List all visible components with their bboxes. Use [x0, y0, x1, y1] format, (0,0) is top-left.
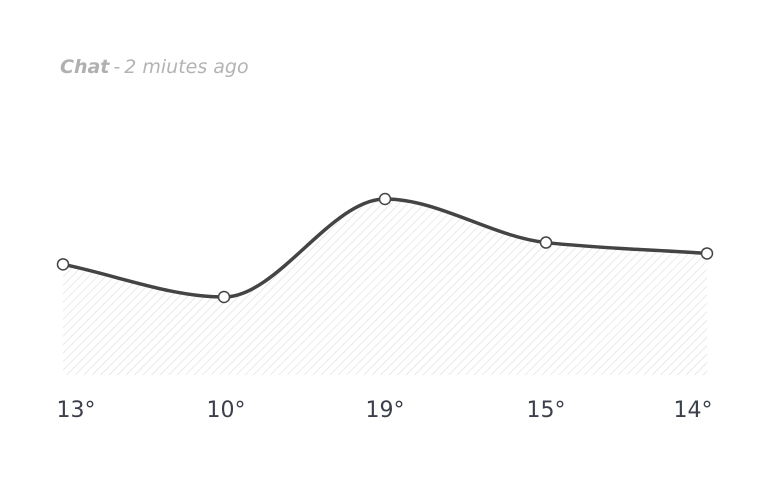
x-tick-labels: 13° 10° 19° 15° 14° — [57, 398, 713, 423]
x-tick-label-0: 13° — [57, 398, 96, 423]
app-name: Chat — [60, 56, 110, 78]
x-tick-label-4: 14° — [674, 398, 713, 423]
data-point-3 — [539, 236, 553, 249]
chart-header: Chat -2 miutes ago — [60, 56, 249, 78]
timestamp: 2 miutes ago — [124, 56, 249, 78]
data-point-0 — [56, 258, 70, 271]
data-point-1 — [217, 290, 231, 304]
data-points-layer — [56, 192, 714, 304]
header-separator: - — [113, 56, 121, 78]
x-tick-label-3: 15° — [527, 398, 566, 423]
x-tick-label-2: 19° — [366, 398, 405, 423]
data-point-2 — [378, 192, 392, 206]
x-tick-label-1: 10° — [207, 398, 246, 423]
data-point-4 — [700, 247, 714, 260]
